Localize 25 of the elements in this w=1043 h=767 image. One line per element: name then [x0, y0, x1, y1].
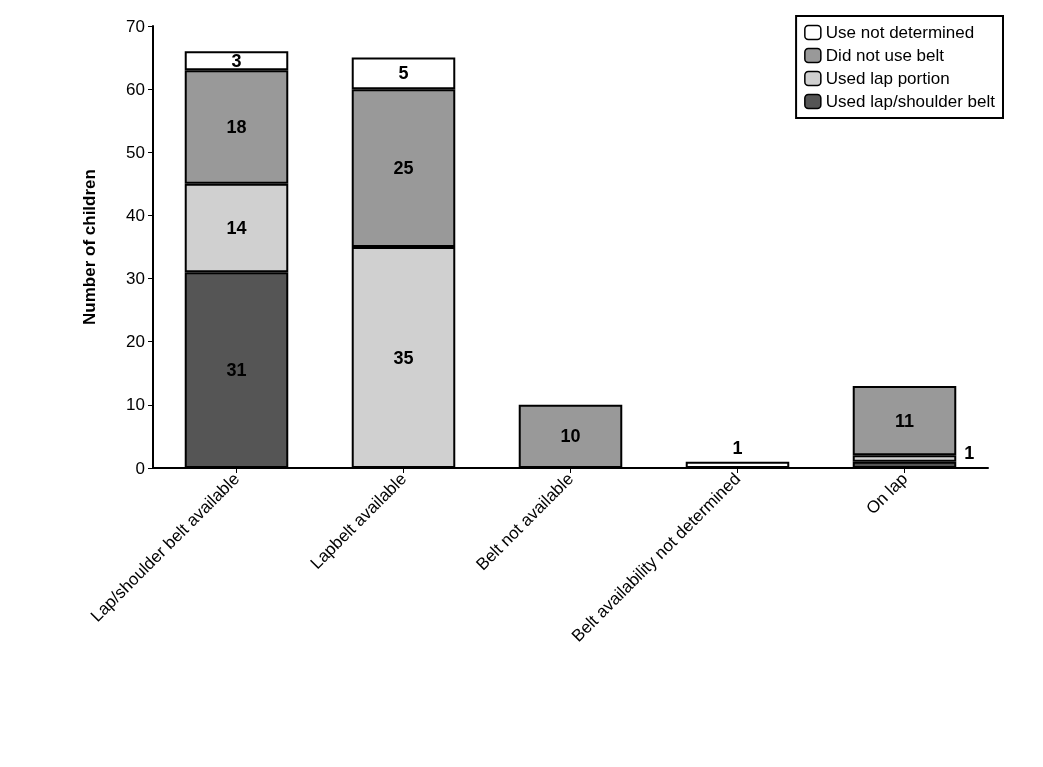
x-tick-label: On lap — [862, 469, 912, 519]
y-tick-label: 60 — [126, 79, 145, 99]
legend-label: Use not determined — [825, 23, 975, 42]
data-label: 3 — [231, 50, 242, 71]
data-label: 35 — [393, 347, 414, 368]
data-label: 25 — [393, 158, 414, 179]
legend-label: Used lap portion — [825, 69, 950, 88]
y-tick-label: 20 — [126, 332, 145, 352]
y-tick-label: 0 — [135, 458, 145, 478]
y-tick-label: 50 — [126, 142, 145, 162]
y-tick-label: 30 — [126, 269, 145, 289]
data-label: 10 — [560, 426, 581, 447]
y-tick-label: 70 — [126, 16, 145, 36]
legend-label: Did not use belt — [825, 46, 945, 65]
data-label: 5 — [398, 63, 409, 84]
legend-label: Used lap/shoulder belt — [825, 92, 996, 111]
y-tick-label: 40 — [126, 205, 145, 225]
data-label: 1 — [732, 437, 743, 458]
data-label: 11 — [894, 410, 915, 431]
data-label: 18 — [226, 117, 247, 138]
y-tick-label: 10 — [126, 395, 145, 415]
data-label: 1 — [964, 442, 975, 463]
data-label: 31 — [226, 360, 247, 381]
y-axis-title: Number of children — [80, 169, 99, 325]
data-label: 14 — [226, 218, 247, 239]
